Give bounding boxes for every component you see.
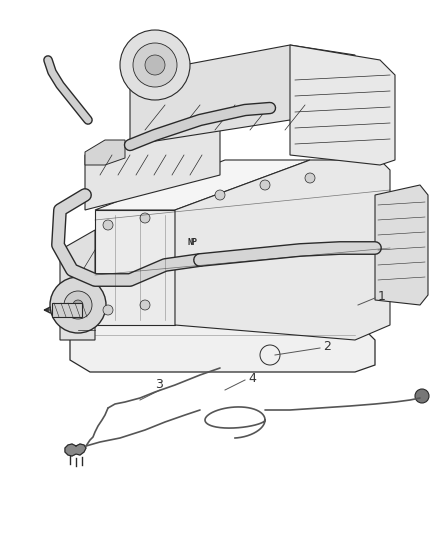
Circle shape: [305, 173, 315, 183]
Circle shape: [73, 300, 83, 310]
Circle shape: [103, 305, 113, 315]
Polygon shape: [85, 115, 220, 210]
Text: 3: 3: [155, 378, 163, 392]
Circle shape: [133, 43, 177, 87]
Circle shape: [120, 30, 190, 100]
Circle shape: [140, 213, 150, 223]
Text: 2: 2: [323, 340, 331, 352]
Text: 4: 4: [248, 372, 256, 384]
Circle shape: [50, 277, 106, 333]
Circle shape: [145, 55, 165, 75]
Polygon shape: [375, 185, 428, 305]
Circle shape: [215, 190, 225, 200]
FancyBboxPatch shape: [52, 303, 82, 317]
Text: 1: 1: [378, 289, 386, 303]
Circle shape: [103, 220, 113, 230]
Circle shape: [260, 180, 270, 190]
Polygon shape: [175, 160, 390, 340]
Circle shape: [415, 389, 429, 403]
Polygon shape: [60, 230, 95, 340]
Polygon shape: [70, 320, 375, 372]
Polygon shape: [290, 45, 395, 165]
Circle shape: [64, 291, 92, 319]
Polygon shape: [95, 210, 175, 325]
Polygon shape: [85, 140, 125, 165]
Polygon shape: [95, 160, 310, 210]
Polygon shape: [65, 444, 86, 456]
Text: NP: NP: [188, 238, 198, 247]
Circle shape: [140, 300, 150, 310]
Polygon shape: [130, 45, 355, 145]
